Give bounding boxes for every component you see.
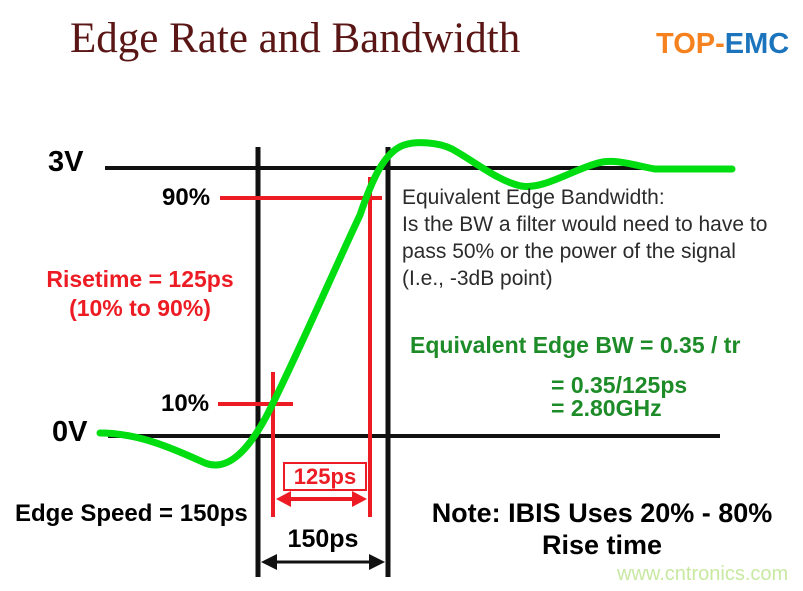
logo-orange-part: TOP- bbox=[656, 28, 725, 60]
edge-width-arrow bbox=[261, 554, 385, 570]
edge-speed-label: Edge Speed = 150ps bbox=[15, 500, 248, 527]
low-level-label: 0V bbox=[52, 416, 88, 448]
lower-threshold-label: 10% bbox=[161, 390, 210, 417]
signal-edge-curve bbox=[96, 139, 736, 469]
bw-calc-line2: = 2.80GHz bbox=[551, 395, 662, 421]
risetime-note-line1: Risetime = 125ps bbox=[46, 266, 234, 292]
risetime-note: Risetime = 125ps (10% to 90%) bbox=[28, 265, 252, 323]
bw-formula: Equivalent Edge BW = 0.35 / tr bbox=[410, 332, 741, 358]
high-level-label: 3V bbox=[48, 146, 84, 178]
bw-paragraph-line4: (I.e., -3dB point) bbox=[402, 267, 553, 290]
bw-paragraph-line1: Equivalent Edge Bandwidth: bbox=[402, 186, 665, 209]
bw-paragraph-line2: Is the BW a filter would need to have to bbox=[402, 213, 768, 236]
bw-calculation: = 0.35/125ps = 2.80GHz bbox=[551, 374, 687, 420]
risetime-note-line2: (10% to 90%) bbox=[69, 295, 211, 321]
rise-width-callout: 125ps bbox=[283, 462, 367, 491]
ibis-note: Note: IBIS Uses 20% - 80% Rise time bbox=[403, 497, 801, 561]
top-emc-logo: TOP-EMC bbox=[656, 28, 789, 61]
edge-width-label: 150ps bbox=[287, 525, 359, 553]
bw-paragraph-line3: pass 50% or the power of the signal bbox=[402, 240, 736, 263]
bw-calc-line1: = 0.35/125ps bbox=[551, 372, 688, 398]
rise-width-arrow bbox=[276, 491, 367, 507]
ibis-note-line1: Note: IBIS Uses 20% - 80% bbox=[431, 498, 773, 528]
watermark: www.cntronics.com bbox=[617, 563, 789, 585]
equivalent-bandwidth-paragraph: Equivalent Edge Bandwidth: Is the BW a f… bbox=[402, 184, 767, 292]
page-title: Edge Rate and Bandwidth bbox=[70, 15, 521, 62]
logo-blue-part: EMC bbox=[724, 28, 790, 60]
ibis-note-line2: Rise time bbox=[541, 530, 663, 560]
upper-threshold-label: 90% bbox=[162, 184, 211, 211]
